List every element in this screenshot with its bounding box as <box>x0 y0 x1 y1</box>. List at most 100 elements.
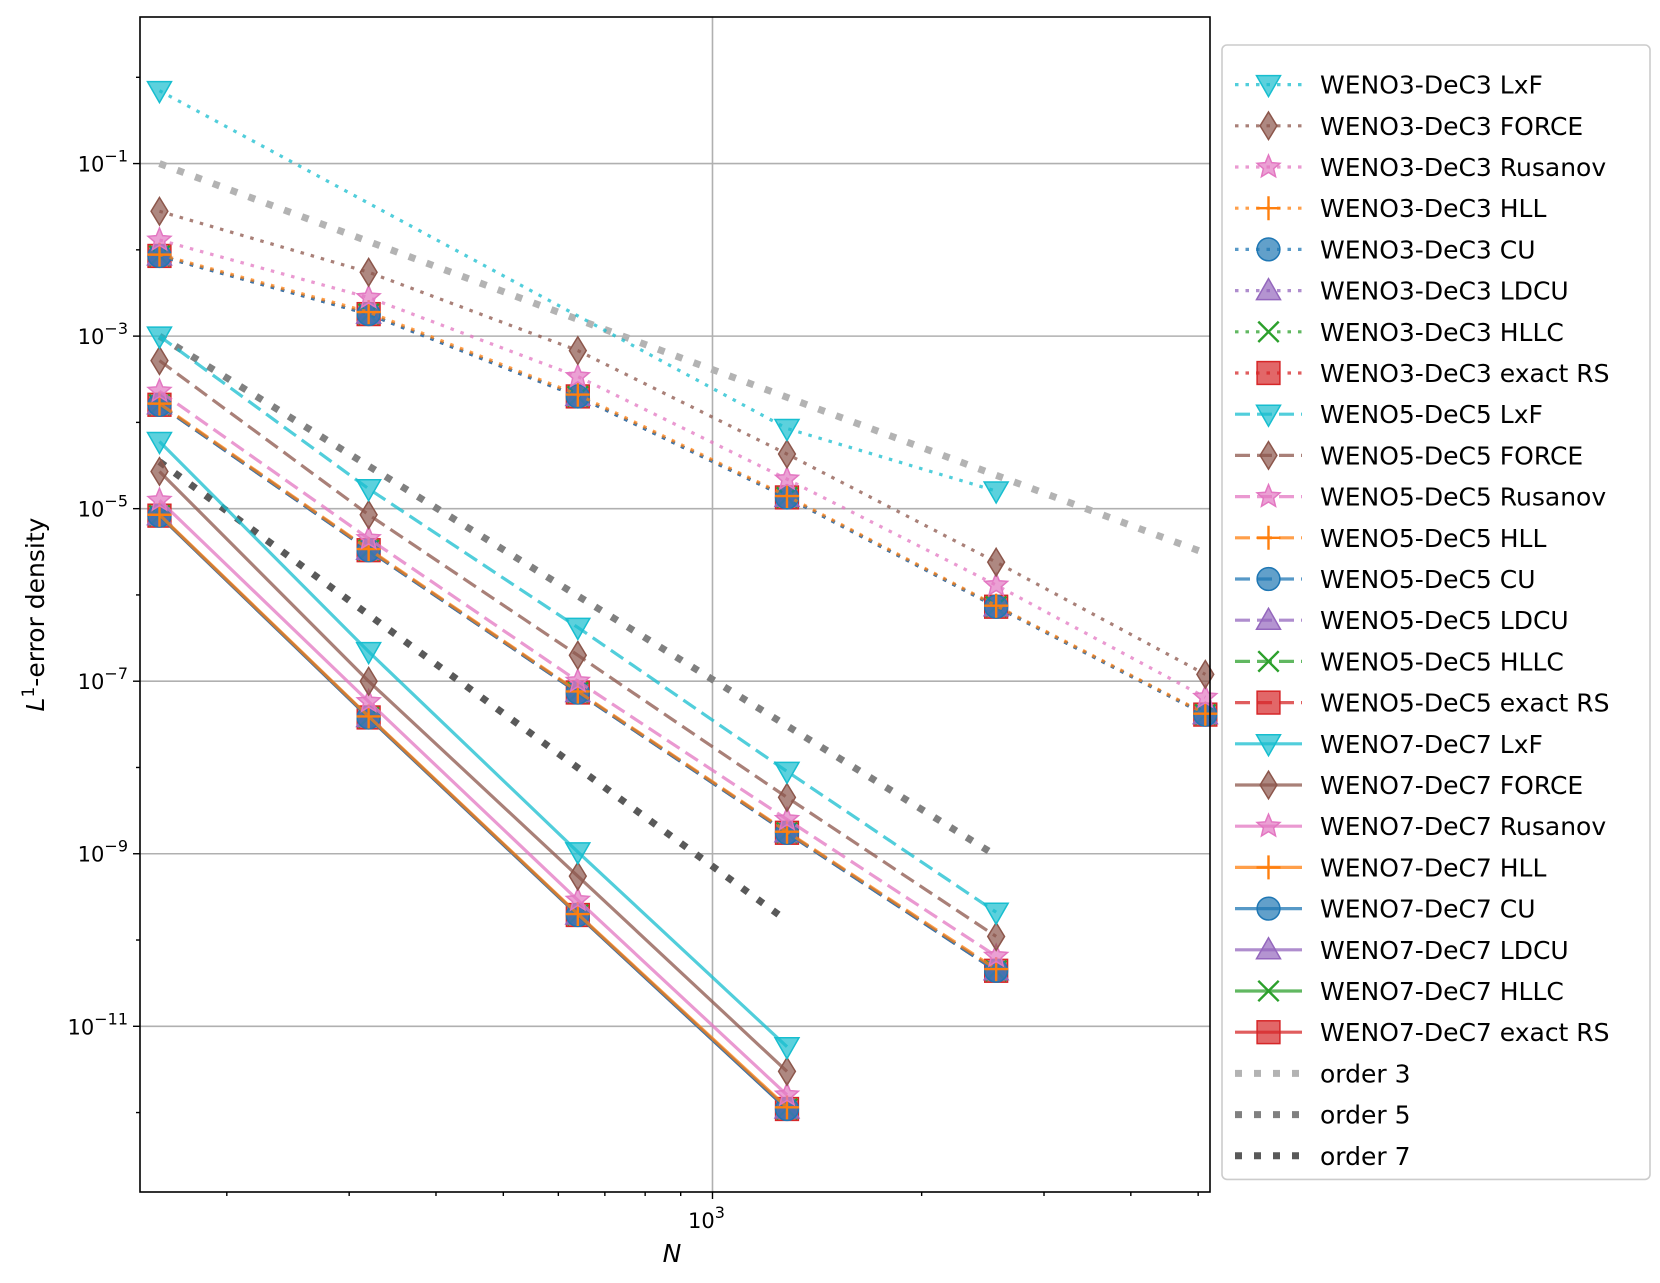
legend-marker <box>1255 404 1282 428</box>
legend-marker <box>1256 1020 1281 1045</box>
series-WENO5-DeC5-Rusanov <box>146 377 1010 968</box>
legend-entry: WENO5-DeC5 HLLC <box>1235 647 1564 676</box>
series-WENO7-DeC7-LxF <box>146 431 801 1061</box>
data-point <box>777 438 797 470</box>
data-point <box>773 1036 801 1061</box>
data-point <box>773 761 801 785</box>
data-point <box>982 571 1010 597</box>
series-line <box>159 209 1207 676</box>
data-point <box>564 886 592 912</box>
data-point <box>1193 701 1218 726</box>
legend-entry: WENO5-DeC5 Rusanov <box>1235 483 1606 512</box>
legend-label: order 5 <box>1320 1101 1411 1130</box>
legend-marker <box>1255 606 1282 630</box>
data-point <box>986 921 1006 952</box>
series-WENO3-DeC3-HLL <box>147 242 1218 726</box>
legend-label: WENO7-DeC7 LxF <box>1320 730 1543 759</box>
data-point <box>146 377 173 403</box>
data-point <box>355 524 382 550</box>
series-WENO5-DeC5-FORCE <box>150 345 1006 952</box>
legend-label: WENO3-DeC3 exact RS <box>1320 359 1610 388</box>
legend-entry: WENO3-DeC3 CU <box>1235 235 1536 264</box>
legend-marker <box>1259 110 1278 142</box>
legend-label: WENO7-DeC7 Rusanov <box>1320 812 1606 841</box>
legend-entry: WENO3-DeC3 HLLC <box>1235 318 1564 347</box>
legend-marker <box>1256 896 1281 921</box>
data-point <box>147 502 172 527</box>
data-point <box>774 484 799 509</box>
legend-entry: WENO5-DeC5 exact RS <box>1235 689 1610 718</box>
legend-marker <box>1255 277 1282 301</box>
data-point <box>146 80 173 105</box>
legend-label: WENO5-DeC5 LDCU <box>1320 606 1569 635</box>
data-point <box>773 805 801 831</box>
legend-label: WENO7-DeC7 LDCU <box>1320 936 1569 965</box>
y-tick-label: 10−9 <box>78 837 128 867</box>
legend-label: WENO5-DeC5 HLL <box>1320 524 1546 553</box>
legend: WENO3-DeC3 LxF WENO3-DeC3 FORCE WENO3-DeC3… <box>1221 44 1651 1181</box>
legend-label: WENO5-DeC5 FORCE <box>1320 441 1583 470</box>
legend-entry: WENO7-DeC7 FORCE <box>1235 769 1583 801</box>
y-tick-label: 10−5 <box>78 492 128 522</box>
legend-label: WENO3-DeC3 FORCE <box>1320 112 1583 141</box>
legend-label: WENO3-DeC3 Rusanov <box>1320 153 1606 182</box>
series-line <box>158 440 789 1048</box>
data-point <box>147 242 172 267</box>
data-point <box>356 704 381 729</box>
legend-marker <box>1259 440 1278 471</box>
series-line <box>158 470 789 1073</box>
data-point <box>986 546 1006 578</box>
legend-entry: WENO3-DeC3 exact RS <box>1235 359 1610 388</box>
legend-marker <box>1255 153 1282 179</box>
legend-label: WENO5-DeC5 Rusanov <box>1320 483 1606 512</box>
y-tick-label: 10−11 <box>68 1009 129 1039</box>
data-point <box>359 665 378 697</box>
legend-entry: WENO5-DeC5 HLL <box>1235 524 1546 553</box>
series-WENO3-DeC3-LxF <box>146 80 1010 505</box>
data-point <box>982 942 1010 968</box>
legend-marker <box>1255 812 1282 838</box>
legend-marker <box>1257 979 1280 1003</box>
series-WENO5-DeC5-LxF <box>146 326 1010 926</box>
data-point <box>777 1056 797 1087</box>
series-line <box>158 499 789 1097</box>
legend-label: WENO5-DeC5 exact RS <box>1320 689 1610 718</box>
data-point <box>773 1080 801 1107</box>
data-point <box>564 617 592 641</box>
data-point <box>1192 683 1219 709</box>
legend-entry: WENO3-DeC3 FORCE <box>1235 110 1583 142</box>
data-point <box>564 842 592 866</box>
series-WENO3-DeC3-FORCE <box>150 196 1215 690</box>
plot-frame <box>139 16 1211 1193</box>
legend-entry: WENO5-DeC5 LxF <box>1235 400 1543 429</box>
legend-entry: WENO5-DeC5 CU <box>1235 565 1536 594</box>
data-point <box>355 641 382 666</box>
x-axis-title: N <box>663 1239 682 1268</box>
legend-marker <box>1257 320 1280 343</box>
legend-entry: WENO5-DeC5 LDCU <box>1235 606 1569 635</box>
data-point <box>777 782 797 813</box>
legend-entry: order 7 <box>1235 1142 1411 1171</box>
legend-marker <box>1256 237 1281 262</box>
legend-entry: WENO3-DeC3 Rusanov <box>1235 153 1606 182</box>
legend-marker <box>1255 734 1282 758</box>
data-point <box>150 345 169 376</box>
data-point <box>150 196 169 227</box>
legend-label: WENO3-DeC3 CU <box>1320 235 1536 264</box>
reference-line-order-5 <box>157 333 998 859</box>
reference-line-order-7 <box>157 458 790 924</box>
series-line <box>159 238 1207 699</box>
legend-marker <box>1256 525 1281 550</box>
x-tick-label: 103 <box>688 1203 725 1233</box>
data-point <box>564 667 592 693</box>
legend-entry: WENO7-DeC7 LDCU <box>1235 936 1569 965</box>
data-point <box>355 283 382 309</box>
legend-entry: order 5 <box>1235 1101 1411 1130</box>
data-point <box>565 382 590 407</box>
grid-lines <box>140 17 1210 1192</box>
legend-entry: WENO7-DeC7 LxF <box>1235 730 1543 759</box>
legend-marker <box>1256 196 1281 221</box>
series-WENO5-DeC5-HLL <box>147 391 1009 982</box>
legend-label: WENO5-DeC5 HLLC <box>1320 647 1564 676</box>
